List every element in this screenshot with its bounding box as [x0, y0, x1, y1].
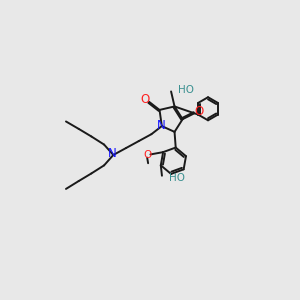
Text: O: O	[140, 93, 150, 106]
Text: N: N	[108, 147, 117, 160]
Text: O: O	[143, 150, 151, 160]
Text: HO: HO	[169, 172, 185, 183]
Text: HO: HO	[178, 85, 194, 94]
Text: O: O	[194, 105, 203, 118]
Text: N: N	[157, 119, 165, 132]
